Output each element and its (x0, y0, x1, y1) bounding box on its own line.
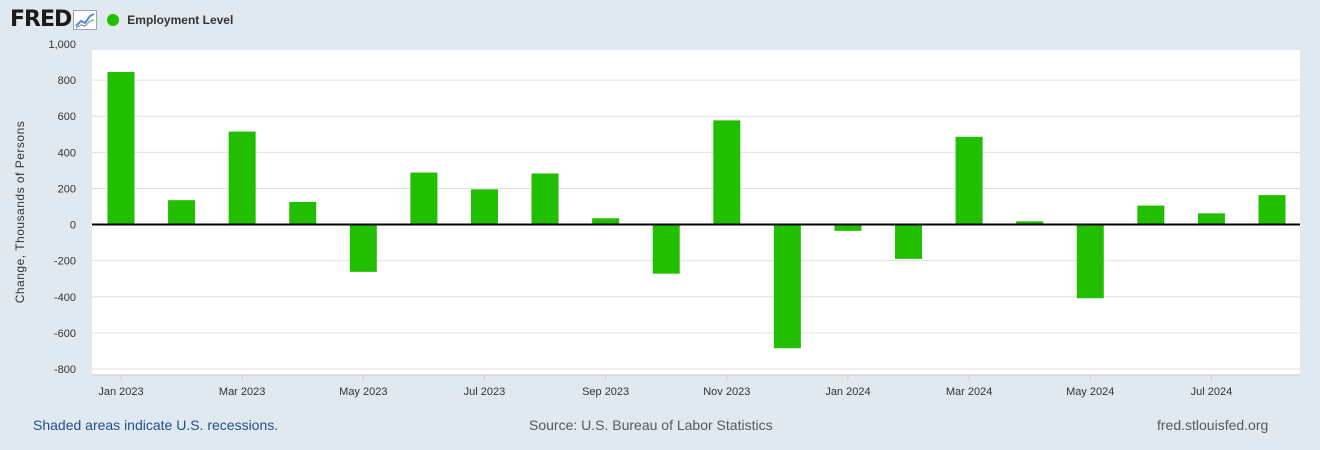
x-tick-label: Jan 2024 (825, 386, 870, 398)
gridlines (92, 79, 1300, 370)
y-tick-label: -800 (54, 364, 76, 376)
y-tick-label: 800 (58, 75, 76, 87)
bar (713, 120, 741, 225)
bar (955, 136, 983, 225)
bar (895, 224, 923, 259)
legend: Employment Level (107, 13, 233, 27)
x-tick-label: May 2023 (339, 386, 387, 398)
x-axis-ticks: Jan 2023 Mar 2023 May 2023 Jul 2023 Sep 2023… (92, 374, 1300, 398)
x-tick-label: Mar 2023 (219, 386, 265, 398)
x-tick-label: Jan 2023 (98, 386, 143, 398)
bar (1137, 205, 1165, 225)
x-tick-label: Nov 2023 (703, 386, 750, 398)
y-tick-label: -200 (54, 256, 76, 268)
x-tick-label: Mar 2024 (946, 386, 992, 398)
bar (592, 218, 620, 225)
fred-logo-graph-icon (73, 10, 98, 30)
bar (168, 200, 196, 225)
y-tick-label: 200 (58, 183, 76, 195)
chart-header: FRED Employment Level (10, 6, 233, 34)
bar (470, 189, 498, 225)
y-tick-label: 0 (70, 220, 76, 232)
x-tick-label: Jul 2023 (464, 386, 506, 398)
bar (1197, 213, 1225, 225)
bars (107, 71, 1286, 349)
bar (349, 224, 377, 272)
x-tick-label: Jul 2024 (1191, 386, 1233, 398)
bar (228, 131, 256, 225)
source-text: Source: U.S. Bureau of Labor Statistics (529, 417, 773, 433)
bar (834, 224, 862, 231)
fred-logo[interactable]: FRED (10, 7, 72, 32)
x-tick-label: May 2024 (1066, 386, 1114, 398)
recession-note: Shaded areas indicate U.S. recessions. (33, 417, 279, 433)
legend-swatch (107, 14, 120, 26)
y-tick-label: 600 (58, 111, 76, 123)
bar (1016, 221, 1044, 225)
y-tick-label: 400 (58, 147, 76, 159)
bar (1076, 224, 1104, 299)
legend-series-label: Employment Level (127, 13, 234, 27)
bar (289, 201, 317, 225)
bar (107, 71, 135, 225)
site-link[interactable]: fred.stlouisfed.org (1157, 417, 1269, 433)
y-tick-label: -400 (54, 292, 76, 304)
y-tick-label: -600 (54, 328, 76, 340)
bar (773, 224, 801, 349)
y-axis-ticks: 1,000 800 600 400 200 0 -200 -400 -600 -800 (48, 39, 76, 376)
y-tick-label: 1,000 (48, 39, 76, 51)
bar (652, 224, 680, 274)
bar (531, 173, 559, 225)
bar (1258, 195, 1286, 225)
x-tick-label: Sep 2023 (582, 386, 629, 398)
plot-area (92, 50, 1300, 375)
bar (410, 172, 438, 225)
